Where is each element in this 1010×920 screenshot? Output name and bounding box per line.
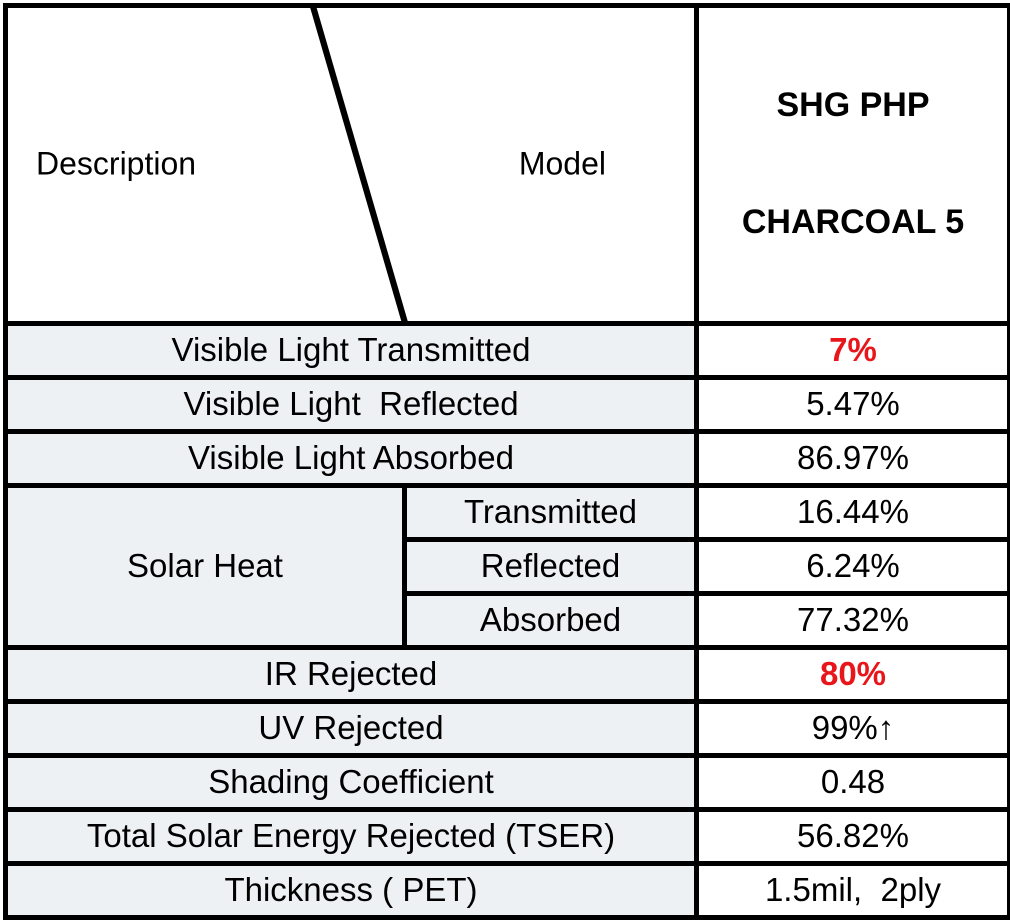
row-value: 0.48: [694, 752, 1010, 812]
row-value: 16.44%: [694, 482, 1010, 542]
row-uv-rejected: UV Rejected 99%↑: [3, 698, 1010, 758]
solar-heat-group-label: Solar Heat: [3, 482, 407, 650]
row-sublabel: Transmitted: [402, 482, 699, 542]
row-value: 5.47%: [694, 374, 1010, 434]
row-sublabel: Reflected: [402, 536, 699, 596]
row-label: Shading Coefficient: [3, 752, 699, 812]
diagonal-divider-line: [310, 10, 407, 319]
row-label: IR Rejected: [3, 644, 699, 704]
row-visible-light-transmitted: Visible Light Transmitted 7%: [3, 320, 1010, 380]
row-label: Visible Light Absorbed: [3, 428, 699, 488]
row-shading-coefficient: Shading Coefficient 0.48: [3, 752, 1010, 812]
row-label: Total Solar Energy Rejected (TSER): [3, 806, 699, 866]
row-value: 80%: [694, 644, 1010, 704]
row-label: Visible Light Transmitted: [3, 320, 699, 380]
row-label: UV Rejected: [3, 698, 699, 758]
row-visible-light-reflected: Visible Light Reflected 5.47%: [3, 374, 1010, 434]
row-value: 1.5mil, 2ply: [694, 860, 1010, 920]
row-label: Visible Light Reflected: [3, 374, 699, 434]
row-value: 77.32%: [694, 590, 1010, 650]
row-ir-rejected: IR Rejected 80%: [3, 644, 1010, 704]
description-header-label: Description: [36, 145, 197, 182]
row-visible-light-absorbed: Visible Light Absorbed 86.97%: [3, 428, 1010, 488]
row-value: 6.24%: [694, 536, 1010, 596]
row-value: 56.82%: [694, 806, 1010, 866]
row-solar-heat-reflected: Reflected 6.24%: [6, 536, 1010, 596]
model-name-line1: SHG PHP: [776, 86, 930, 125]
spec-table: Description Model SHG PHP CHARCOAL 5 Vis…: [3, 3, 1010, 920]
model-header-label: Model: [518, 145, 606, 182]
header-row: Description Model SHG PHP CHARCOAL 5: [3, 3, 1010, 326]
row-value: 7%: [694, 320, 1010, 380]
row-sublabel: Absorbed: [402, 590, 699, 650]
row-value: 86.97%: [694, 428, 1010, 488]
model-name-line2: CHARCOAL 5: [741, 203, 965, 242]
row-solar-heat-transmitted: Solar Heat Transmitted 16.44%: [3, 482, 1010, 650]
spec-sheet-page: Description Model SHG PHP CHARCOAL 5 Vis…: [3, 3, 1010, 920]
row-solar-heat-absorbed: Absorbed 77.32%: [6, 590, 1010, 650]
model-name-cell: SHG PHP CHARCOAL 5: [694, 3, 1010, 326]
row-thickness: Thickness ( PET) 1.5mil, 2ply: [3, 860, 1010, 920]
row-value: 99%↑: [694, 698, 1010, 758]
header-diagonal-cell: Description Model: [3, 3, 699, 326]
row-total-solar-energy-rejected: Total Solar Energy Rejected (TSER) 56.82…: [3, 806, 1010, 866]
row-label: Thickness ( PET): [3, 860, 699, 920]
